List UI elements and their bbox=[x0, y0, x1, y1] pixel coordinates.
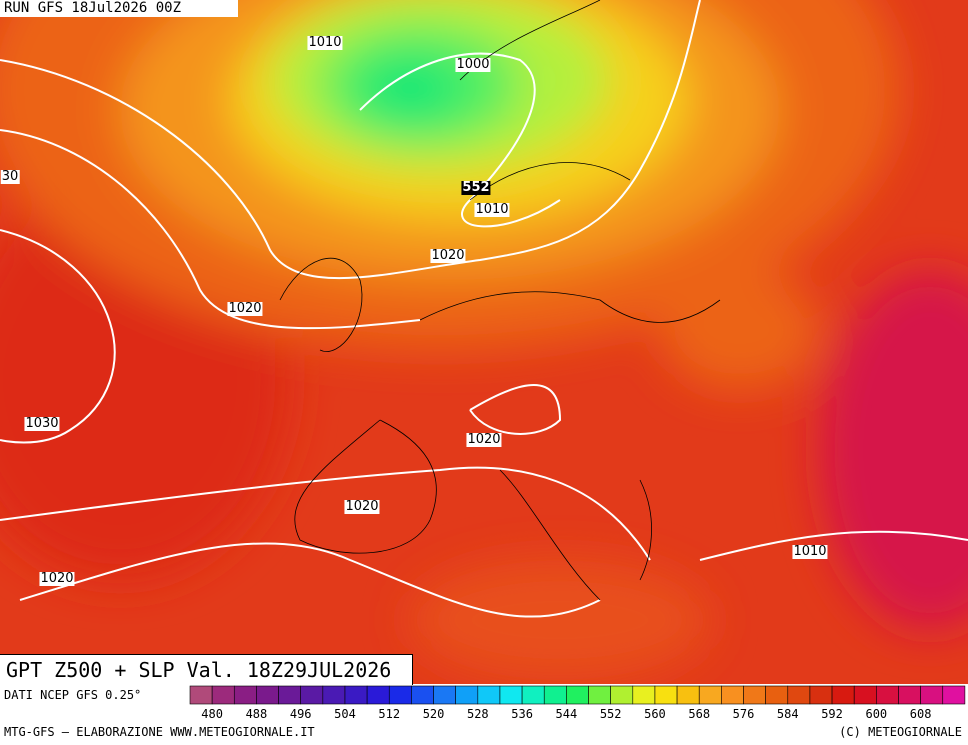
scale-swatch bbox=[920, 685, 944, 705]
isobar-label: 1000 bbox=[455, 57, 491, 72]
scale-swatch bbox=[566, 685, 589, 705]
isobar-label: 552 bbox=[461, 180, 491, 195]
isobar-label: 1020 bbox=[430, 248, 466, 263]
scale-tick-label: 528 bbox=[466, 707, 489, 721]
footer-right: (C) METEOGIORNALE bbox=[839, 725, 962, 739]
scale-swatch bbox=[898, 685, 921, 705]
scale-tick-label: 600 bbox=[865, 707, 888, 721]
scale-swatch bbox=[411, 685, 434, 705]
chart-title: GPT Z500 + SLP Val. 18Z29JUL2026 bbox=[0, 654, 413, 685]
scale-swatch bbox=[676, 685, 700, 705]
scale-tick-label: 512 bbox=[378, 707, 401, 721]
scale-swatch bbox=[698, 685, 722, 705]
scale-tick-label: 520 bbox=[422, 707, 445, 721]
scale-swatch bbox=[344, 685, 368, 705]
scale-tick-label: 504 bbox=[334, 707, 356, 721]
scale-swatch bbox=[787, 685, 811, 705]
scale-swatch bbox=[189, 685, 213, 705]
scale-tick-label: 480 bbox=[201, 707, 223, 721]
scale-swatch bbox=[610, 685, 634, 705]
run-label: RUN GFS 18Jul2026 00Z bbox=[0, 0, 238, 17]
scale-swatch bbox=[477, 685, 501, 705]
isobar-label: 1010 bbox=[792, 544, 828, 559]
isobar-label: 1020 bbox=[344, 499, 380, 514]
scale-swatch bbox=[521, 685, 545, 705]
scale-swatch bbox=[366, 685, 390, 705]
scale-swatch bbox=[632, 685, 656, 705]
scale-swatch bbox=[809, 685, 833, 705]
scale-swatch bbox=[654, 685, 678, 705]
footer-left: MTG-GFS — ELABORAZIONE WWW.METEOGIORNALE… bbox=[4, 725, 315, 739]
scale-swatch bbox=[233, 685, 257, 705]
scale-tick-label: 592 bbox=[821, 707, 843, 721]
scale-swatch bbox=[831, 685, 855, 705]
scale-tick-label: 488 bbox=[245, 707, 268, 721]
scale-swatch bbox=[211, 685, 235, 705]
scale-tick-label: 584 bbox=[776, 707, 799, 721]
isobars bbox=[0, 0, 968, 618]
scale-swatch bbox=[499, 685, 523, 705]
scale-tick-label: 568 bbox=[688, 707, 711, 721]
scale-tick-label: 536 bbox=[511, 707, 533, 721]
isobar-label: 1010 bbox=[307, 35, 343, 50]
source: DATI NCEP GFS 0.25° bbox=[4, 688, 142, 702]
scale-swatch bbox=[765, 685, 789, 705]
scale-swatch bbox=[743, 685, 766, 705]
scale-swatch bbox=[721, 685, 744, 705]
scale-swatch bbox=[300, 685, 324, 705]
scale-swatch bbox=[388, 685, 412, 705]
scale-swatch bbox=[853, 685, 877, 705]
scale-swatch bbox=[256, 685, 279, 705]
scale-swatch bbox=[322, 685, 346, 705]
isobar-label: 1020 bbox=[466, 432, 502, 447]
color-scale bbox=[189, 685, 966, 705]
scale-tick-label: 560 bbox=[644, 707, 666, 721]
isobar-label: 1030 bbox=[24, 416, 60, 431]
scale-swatch bbox=[876, 685, 899, 705]
isobar-label: 30 bbox=[0, 169, 20, 184]
scale-tick-label: 544 bbox=[555, 707, 578, 721]
scale-swatch bbox=[942, 685, 966, 705]
coastlines bbox=[279, 0, 721, 601]
scale-swatch bbox=[433, 685, 456, 705]
isobar-label: 1010 bbox=[474, 202, 510, 217]
scale-tick-label: 552 bbox=[599, 707, 622, 721]
scale-swatch bbox=[278, 685, 301, 705]
scale-tick-label: 576 bbox=[732, 707, 755, 721]
isobar-label: 1020 bbox=[39, 571, 75, 586]
map bbox=[0, 0, 968, 684]
scale-tick-label: 608 bbox=[909, 707, 932, 721]
scale-swatch bbox=[455, 685, 479, 705]
isobar-label: 1020 bbox=[227, 301, 263, 316]
scale-tick-label: 496 bbox=[289, 707, 312, 721]
scale-swatch bbox=[588, 685, 611, 705]
scale-swatch bbox=[543, 685, 567, 705]
